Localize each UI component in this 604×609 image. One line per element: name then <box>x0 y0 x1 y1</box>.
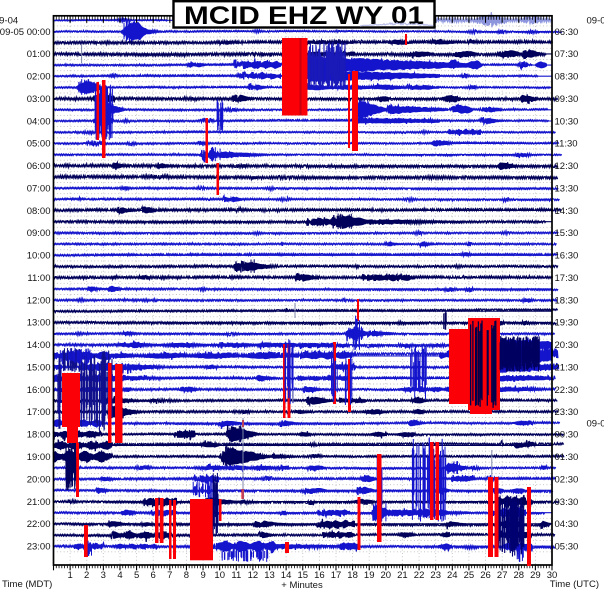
svg-text:21: 21 <box>397 570 408 581</box>
svg-text:04:00: 04:00 <box>27 116 51 127</box>
svg-text:09-05: 09-05 <box>587 16 604 27</box>
svg-text:22:00: 22:00 <box>27 519 51 530</box>
svg-text:11: 11 <box>231 570 241 581</box>
svg-text:21:00: 21:00 <box>27 497 51 508</box>
svg-text:19:30: 19:30 <box>555 318 579 329</box>
svg-text:10:30: 10:30 <box>555 116 579 127</box>
svg-text:02:30: 02:30 <box>555 474 579 485</box>
svg-text:27: 27 <box>497 570 508 581</box>
svg-text:13:00: 13:00 <box>27 318 51 329</box>
svg-text:16:00: 16:00 <box>27 385 51 396</box>
svg-text:10: 10 <box>214 570 225 581</box>
svg-text:12:00: 12:00 <box>27 295 51 306</box>
svg-text:18: 18 <box>347 570 358 581</box>
svg-text:7: 7 <box>167 570 172 581</box>
svg-text:04:30: 04:30 <box>555 519 579 530</box>
svg-text:2: 2 <box>84 570 89 581</box>
svg-text:02:00: 02:00 <box>27 72 51 83</box>
svg-text:11:00: 11:00 <box>27 273 50 284</box>
svg-text:10:00: 10:00 <box>27 251 51 262</box>
svg-text:MCID EHZ WY 01: MCID EHZ WY 01 <box>184 2 424 30</box>
svg-text:1: 1 <box>67 570 72 581</box>
svg-text:3: 3 <box>101 570 106 581</box>
svg-text:26: 26 <box>480 570 491 581</box>
svg-text:9: 9 <box>200 570 205 581</box>
svg-text:22:30: 22:30 <box>555 385 579 396</box>
svg-text:09:00: 09:00 <box>27 228 51 239</box>
svg-text:17: 17 <box>331 570 342 581</box>
svg-text:17:30: 17:30 <box>555 273 579 284</box>
svg-text:03:30: 03:30 <box>555 497 579 508</box>
svg-text:4: 4 <box>117 570 122 581</box>
svg-text:12: 12 <box>248 570 259 581</box>
svg-text:09-06: 09-06 <box>587 418 604 429</box>
svg-text:09:30: 09:30 <box>555 94 579 105</box>
svg-text:14:30: 14:30 <box>555 206 579 217</box>
svg-text:05:00: 05:00 <box>27 139 51 150</box>
svg-text:6: 6 <box>151 570 156 581</box>
svg-text:11:30: 11:30 <box>555 139 578 150</box>
svg-text:13:30: 13:30 <box>555 184 579 195</box>
svg-text:21:30: 21:30 <box>555 363 579 374</box>
svg-text:24: 24 <box>447 570 458 581</box>
svg-text:08:00: 08:00 <box>27 206 51 217</box>
svg-text:20:00: 20:00 <box>27 474 51 485</box>
svg-text:07:00: 07:00 <box>27 184 51 195</box>
svg-text:20: 20 <box>381 570 392 581</box>
svg-text:16:30: 16:30 <box>555 251 579 262</box>
svg-text:06:00: 06:00 <box>27 161 51 172</box>
svg-text:05:30: 05:30 <box>555 542 579 553</box>
svg-text:03:00: 03:00 <box>27 94 51 105</box>
svg-text:25: 25 <box>464 570 475 581</box>
svg-text:8: 8 <box>184 570 189 581</box>
svg-text:01:00: 01:00 <box>27 49 51 60</box>
svg-text:08:30: 08:30 <box>555 72 579 83</box>
svg-text:23:30: 23:30 <box>555 407 579 418</box>
svg-text:28: 28 <box>514 570 525 581</box>
svg-text:20:30: 20:30 <box>555 340 579 351</box>
svg-text:09-04: 09-04 <box>0 16 18 27</box>
svg-text:13: 13 <box>264 570 275 581</box>
svg-text:07:30: 07:30 <box>555 49 579 60</box>
svg-text:17:00: 17:00 <box>27 407 51 418</box>
svg-text:12:30: 12:30 <box>555 161 579 172</box>
svg-text:5: 5 <box>134 570 139 581</box>
svg-text:23:00: 23:00 <box>27 542 51 553</box>
svg-text:15:00: 15:00 <box>27 363 51 374</box>
svg-text:22: 22 <box>414 570 425 581</box>
svg-text:Time (MDT): Time (MDT) <box>2 579 52 590</box>
svg-text:15:30: 15:30 <box>555 228 579 239</box>
svg-text:18:30: 18:30 <box>555 295 579 306</box>
svg-text:19:00: 19:00 <box>27 452 51 463</box>
svg-text:19: 19 <box>364 570 375 581</box>
svg-text:14:00: 14:00 <box>27 340 51 351</box>
svg-text:29: 29 <box>530 570 541 581</box>
svg-text:23: 23 <box>430 570 441 581</box>
svg-text:01:30: 01:30 <box>555 452 579 463</box>
svg-text:+ Minutes: + Minutes <box>281 580 323 591</box>
svg-text:00:30: 00:30 <box>555 430 579 441</box>
svg-text:Time (UTC): Time (UTC) <box>550 579 599 590</box>
svg-text:09-05 00:00: 09-05 00:00 <box>0 27 51 38</box>
svg-text:06:30: 06:30 <box>555 27 579 38</box>
svg-text:18:00: 18:00 <box>27 430 51 441</box>
